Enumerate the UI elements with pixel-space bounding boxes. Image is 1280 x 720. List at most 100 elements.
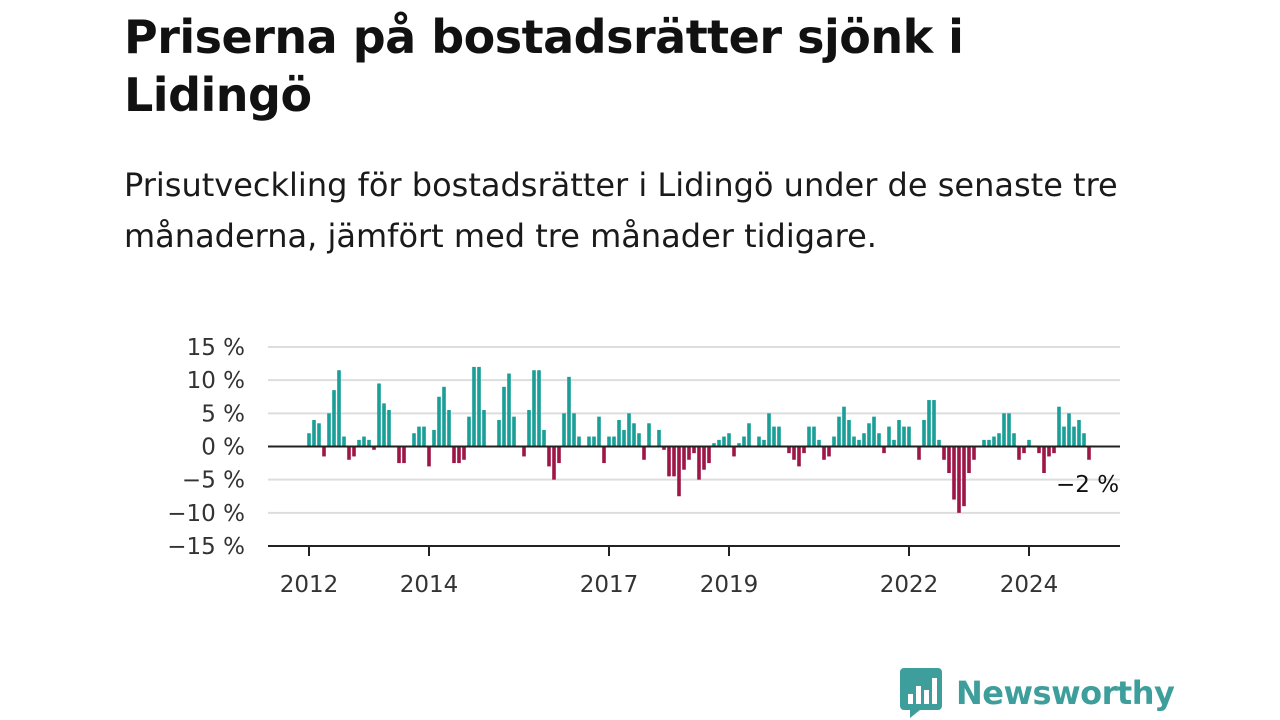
bar xyxy=(342,436,346,447)
brand-name: Newsworthy xyxy=(956,674,1175,712)
bar xyxy=(792,446,796,460)
bar xyxy=(857,439,861,447)
bar xyxy=(367,439,371,447)
bar xyxy=(537,370,541,447)
bar xyxy=(802,446,806,454)
bar xyxy=(712,443,716,447)
bar xyxy=(1022,446,1026,454)
bar xyxy=(602,446,606,464)
bar xyxy=(512,416,516,447)
bar xyxy=(567,376,571,447)
last-value-label: −2 % xyxy=(1056,472,1119,498)
bar xyxy=(772,426,776,447)
bar xyxy=(317,423,321,447)
bar xyxy=(617,419,621,447)
bar xyxy=(847,419,851,447)
axes xyxy=(268,445,1120,556)
bar xyxy=(632,423,636,447)
bar xyxy=(702,446,706,470)
bar xyxy=(822,446,826,460)
bar xyxy=(872,416,876,447)
bar xyxy=(722,436,726,447)
x-tick-label: 2017 xyxy=(580,572,639,598)
bar xyxy=(957,446,961,513)
bar xyxy=(467,416,471,447)
bar-chart-speech-bubble-icon xyxy=(900,668,942,718)
bar xyxy=(1087,446,1091,460)
bar xyxy=(897,419,901,447)
bar xyxy=(647,423,651,447)
bar xyxy=(522,446,526,457)
bar xyxy=(1037,446,1041,454)
bar xyxy=(832,436,836,447)
bar xyxy=(797,446,801,467)
bar xyxy=(947,446,951,474)
bar xyxy=(452,446,456,464)
bar xyxy=(387,410,391,447)
x-tick-label: 2019 xyxy=(700,572,759,598)
y-tick-label: −5 % xyxy=(182,468,245,494)
bar xyxy=(677,446,681,497)
bar xyxy=(942,446,946,460)
bar xyxy=(1047,446,1051,457)
bar xyxy=(412,433,416,447)
bar xyxy=(737,443,741,447)
bar xyxy=(877,433,881,447)
x-tick-label: 2012 xyxy=(280,572,339,598)
bar xyxy=(562,413,566,447)
bar xyxy=(682,446,686,470)
bar xyxy=(967,446,971,474)
bar xyxy=(437,396,441,447)
bar xyxy=(557,446,561,464)
bar xyxy=(727,433,731,447)
bar xyxy=(697,446,701,480)
bar xyxy=(887,426,891,447)
y-tick-label: −10 % xyxy=(167,501,245,527)
bar xyxy=(627,413,631,447)
x-tick-label: 2014 xyxy=(400,572,459,598)
bar xyxy=(672,446,676,477)
bar xyxy=(427,446,431,467)
bar xyxy=(532,370,536,447)
bar xyxy=(432,429,436,447)
bar xyxy=(482,410,486,447)
bar xyxy=(907,426,911,447)
bar xyxy=(882,446,886,454)
bar xyxy=(397,446,401,464)
y-tick-label: 0 % xyxy=(201,435,245,461)
bar xyxy=(982,439,986,447)
bar xyxy=(692,446,696,454)
bar xyxy=(372,446,376,450)
bar xyxy=(472,366,476,447)
bar xyxy=(327,413,331,447)
bar xyxy=(892,439,896,447)
bar xyxy=(357,439,361,447)
bar xyxy=(1017,446,1021,460)
bar xyxy=(442,386,446,447)
bar xyxy=(1042,446,1046,474)
bar xyxy=(457,446,461,464)
bar xyxy=(622,429,626,447)
bar xyxy=(917,446,921,460)
bar xyxy=(1077,419,1081,447)
bar xyxy=(762,439,766,447)
bar xyxy=(572,413,576,447)
bar xyxy=(597,416,601,447)
bar xyxy=(417,426,421,447)
bar-chart: 15 % 10 % 5 % 0 % −5 % −10 % −15 % 2012 2014 2017… xyxy=(167,335,1120,598)
y-tick-label: −15 % xyxy=(167,534,245,560)
y-tick-label: 15 % xyxy=(187,335,245,361)
bar xyxy=(827,446,831,457)
bar xyxy=(747,423,751,447)
bar xyxy=(852,436,856,447)
bar xyxy=(1052,446,1056,454)
bar xyxy=(577,436,581,447)
bar xyxy=(362,436,366,447)
bar xyxy=(612,436,616,447)
bar xyxy=(592,436,596,447)
bar xyxy=(502,386,506,447)
bar xyxy=(812,426,816,447)
bar xyxy=(862,433,866,447)
bar xyxy=(332,390,336,447)
bar xyxy=(642,446,646,460)
